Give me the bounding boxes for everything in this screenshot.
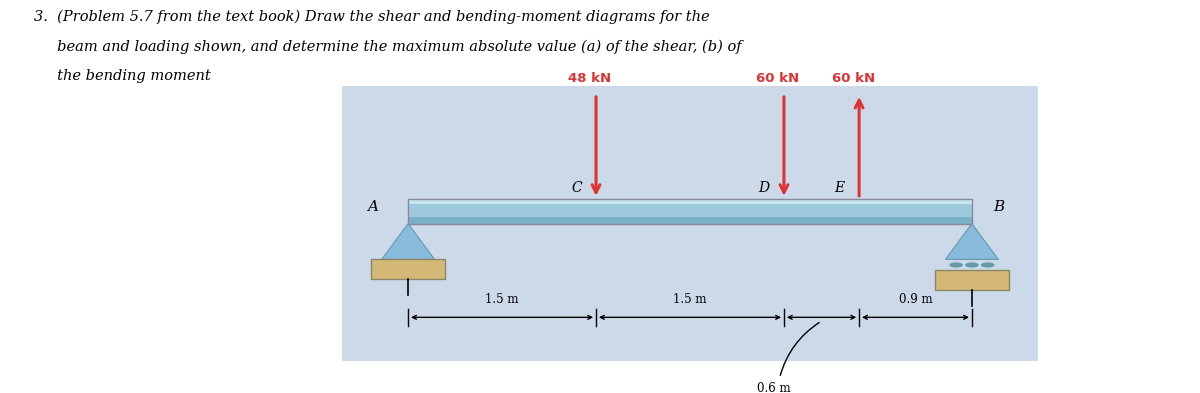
Circle shape (950, 263, 962, 267)
Text: C: C (571, 181, 582, 195)
Text: B: B (994, 200, 1004, 215)
Polygon shape (382, 224, 434, 259)
Text: 0.9 m: 0.9 m (899, 293, 932, 306)
Polygon shape (946, 224, 998, 259)
Text: E: E (835, 181, 845, 195)
Circle shape (982, 263, 994, 267)
Text: 1.5 m: 1.5 m (673, 293, 707, 306)
Text: A: A (367, 200, 378, 215)
FancyBboxPatch shape (371, 259, 445, 279)
Text: the bending moment: the bending moment (34, 69, 210, 83)
Text: 3.  (Problem 5.7 from the text book) Draw the shear and bending-moment diagrams : 3. (Problem 5.7 from the text book) Draw… (34, 9, 709, 24)
Circle shape (966, 263, 978, 267)
FancyBboxPatch shape (408, 204, 972, 217)
Text: beam and loading shown, and determine the maximum absolute value (a) of the shea: beam and loading shown, and determine th… (34, 39, 742, 53)
Text: 60 kN: 60 kN (756, 72, 799, 84)
Text: D: D (758, 181, 769, 195)
FancyBboxPatch shape (342, 86, 1038, 362)
FancyBboxPatch shape (935, 270, 1009, 290)
FancyBboxPatch shape (408, 217, 972, 224)
Text: 0.6 m: 0.6 m (757, 382, 791, 393)
Text: 60 kN: 60 kN (832, 72, 875, 84)
Text: 48 kN: 48 kN (569, 72, 612, 84)
FancyBboxPatch shape (408, 199, 972, 204)
Text: 1.5 m: 1.5 m (485, 293, 518, 306)
